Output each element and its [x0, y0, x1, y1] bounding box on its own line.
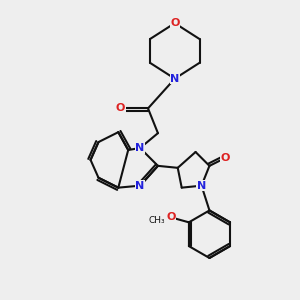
Text: CH₃: CH₃	[149, 216, 166, 225]
Text: O: O	[220, 153, 230, 163]
Text: O: O	[166, 212, 176, 222]
Text: N: N	[136, 143, 145, 153]
Text: N: N	[170, 74, 179, 84]
Text: O: O	[170, 18, 179, 28]
Text: N: N	[136, 181, 145, 191]
Text: N: N	[197, 181, 206, 191]
Text: O: O	[116, 103, 125, 113]
